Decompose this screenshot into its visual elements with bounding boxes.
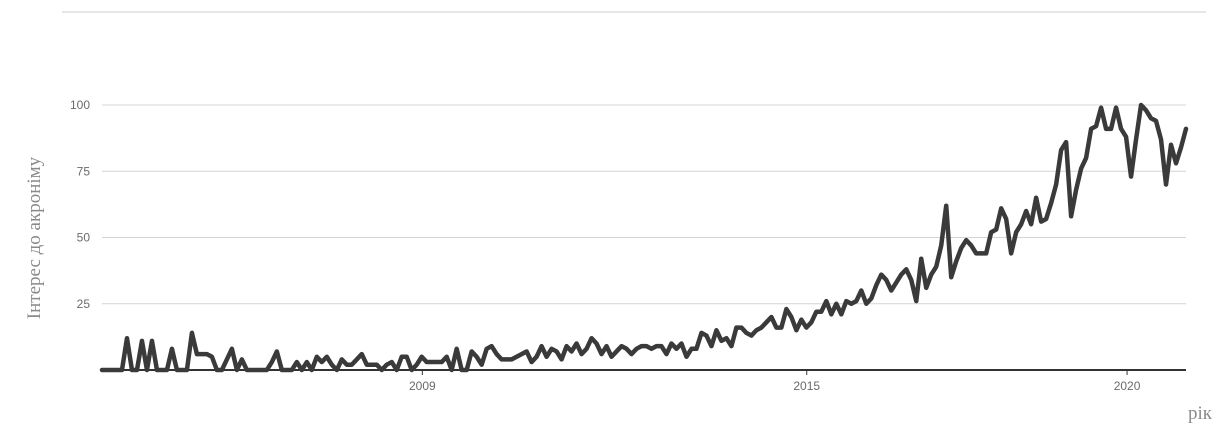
x-tick-marks (421, 370, 1128, 375)
y-tick-label: 100 (70, 98, 90, 112)
x-tick-label: 2020 (1114, 379, 1141, 393)
series-line (99, 102, 1189, 373)
x-tick-labels: 2009 2015 2020 (409, 379, 1141, 393)
gridlines (102, 104, 1186, 305)
x-tick-label: 2015 (793, 379, 820, 393)
y-axis-label: Інтерес до акроніму (24, 156, 45, 319)
y-tick-labels: 25 50 75 100 (70, 98, 90, 311)
y-tick-label: 75 (77, 164, 91, 178)
y-tick-label: 50 (77, 231, 91, 245)
y-tick-label: 25 (77, 297, 91, 311)
x-axis-label: рік (1188, 403, 1213, 424)
x-tick-label: 2009 (409, 379, 436, 393)
